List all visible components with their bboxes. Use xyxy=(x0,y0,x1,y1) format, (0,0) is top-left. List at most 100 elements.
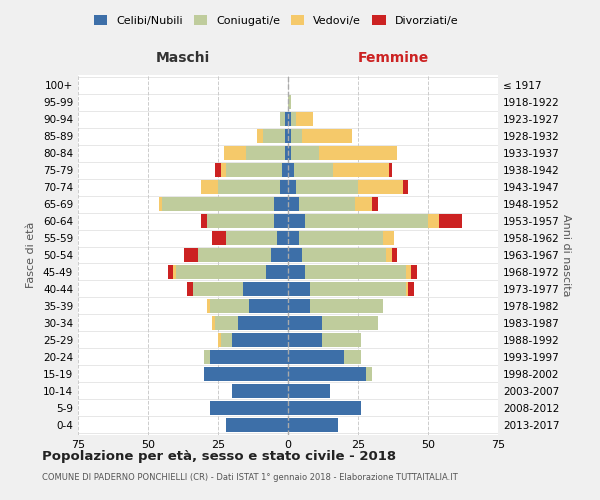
Bar xyxy=(280,180,288,194)
Bar xyxy=(358,180,403,194)
Bar xyxy=(187,282,193,296)
Bar xyxy=(367,367,372,381)
Bar xyxy=(212,316,215,330)
Bar xyxy=(428,214,439,228)
Bar xyxy=(274,197,288,211)
Bar xyxy=(288,163,293,177)
Bar xyxy=(201,180,218,194)
Bar xyxy=(209,299,249,313)
Bar xyxy=(305,214,428,228)
Bar xyxy=(296,180,358,194)
Bar xyxy=(266,265,288,279)
Bar xyxy=(288,367,367,381)
Bar xyxy=(184,248,199,262)
Bar xyxy=(288,299,310,313)
Bar xyxy=(209,350,288,364)
Bar xyxy=(226,231,277,245)
Bar xyxy=(204,367,288,381)
Bar xyxy=(271,248,288,262)
Bar xyxy=(288,214,305,228)
Text: Femmine: Femmine xyxy=(358,51,428,65)
Bar xyxy=(291,146,319,160)
Bar xyxy=(409,282,414,296)
Bar xyxy=(232,333,288,347)
Bar xyxy=(411,265,417,279)
Bar xyxy=(232,384,288,398)
Bar xyxy=(257,129,263,143)
Bar xyxy=(207,299,209,313)
Bar xyxy=(288,401,361,415)
Bar xyxy=(215,163,221,177)
Bar xyxy=(299,231,383,245)
Bar xyxy=(221,333,232,347)
Legend: Celibi/Nubili, Coniugati/e, Vedovi/e, Divorziati/e: Celibi/Nubili, Coniugati/e, Vedovi/e, Di… xyxy=(89,10,463,30)
Bar xyxy=(173,265,176,279)
Bar xyxy=(389,163,392,177)
Bar xyxy=(392,248,397,262)
Bar xyxy=(403,180,409,194)
Bar xyxy=(291,112,296,126)
Bar xyxy=(383,231,394,245)
Bar xyxy=(322,316,377,330)
Bar xyxy=(159,197,162,211)
Bar xyxy=(302,248,386,262)
Bar xyxy=(285,129,288,143)
Bar xyxy=(288,112,291,126)
Bar xyxy=(288,333,322,347)
Bar xyxy=(221,163,226,177)
Bar xyxy=(406,282,409,296)
Text: COMUNE DI PADERNO PONCHIELLI (CR) - Dati ISTAT 1° gennaio 2018 - Elaborazione TU: COMUNE DI PADERNO PONCHIELLI (CR) - Dati… xyxy=(42,472,458,482)
Text: Popolazione per età, sesso e stato civile - 2018: Popolazione per età, sesso e stato civil… xyxy=(42,450,396,463)
Bar xyxy=(288,316,322,330)
Bar xyxy=(322,333,361,347)
Bar xyxy=(288,248,302,262)
Bar xyxy=(406,265,411,279)
Bar xyxy=(291,129,302,143)
Bar xyxy=(386,248,392,262)
Bar xyxy=(333,163,389,177)
Bar xyxy=(288,197,299,211)
Bar xyxy=(283,163,288,177)
Bar xyxy=(238,316,288,330)
Bar xyxy=(288,384,330,398)
Bar xyxy=(162,197,274,211)
Bar xyxy=(193,282,243,296)
Bar xyxy=(277,231,288,245)
Bar xyxy=(288,129,291,143)
Bar xyxy=(302,129,352,143)
Bar xyxy=(209,401,288,415)
Bar xyxy=(299,197,355,211)
Bar xyxy=(243,282,288,296)
Bar xyxy=(310,282,406,296)
Bar xyxy=(293,163,333,177)
Bar xyxy=(288,350,344,364)
Bar xyxy=(439,214,461,228)
Bar xyxy=(215,316,238,330)
Bar xyxy=(167,265,173,279)
Bar xyxy=(218,180,280,194)
Bar xyxy=(176,265,266,279)
Bar xyxy=(288,231,299,245)
Bar xyxy=(319,146,397,160)
Bar xyxy=(249,299,288,313)
Bar xyxy=(288,95,291,109)
Bar xyxy=(372,197,377,211)
Bar xyxy=(288,282,310,296)
Bar xyxy=(226,163,283,177)
Bar xyxy=(204,350,209,364)
Bar xyxy=(288,180,296,194)
Y-axis label: Anni di nascita: Anni di nascita xyxy=(561,214,571,296)
Bar xyxy=(288,146,291,160)
Bar xyxy=(218,333,221,347)
Bar xyxy=(285,146,288,160)
Bar xyxy=(288,265,305,279)
Bar xyxy=(274,214,288,228)
Bar xyxy=(226,418,288,432)
Bar xyxy=(263,129,285,143)
Bar xyxy=(310,299,383,313)
Bar xyxy=(285,112,288,126)
Text: Maschi: Maschi xyxy=(156,51,210,65)
Y-axis label: Fasce di età: Fasce di età xyxy=(26,222,36,288)
Bar xyxy=(207,214,274,228)
Bar xyxy=(280,112,285,126)
